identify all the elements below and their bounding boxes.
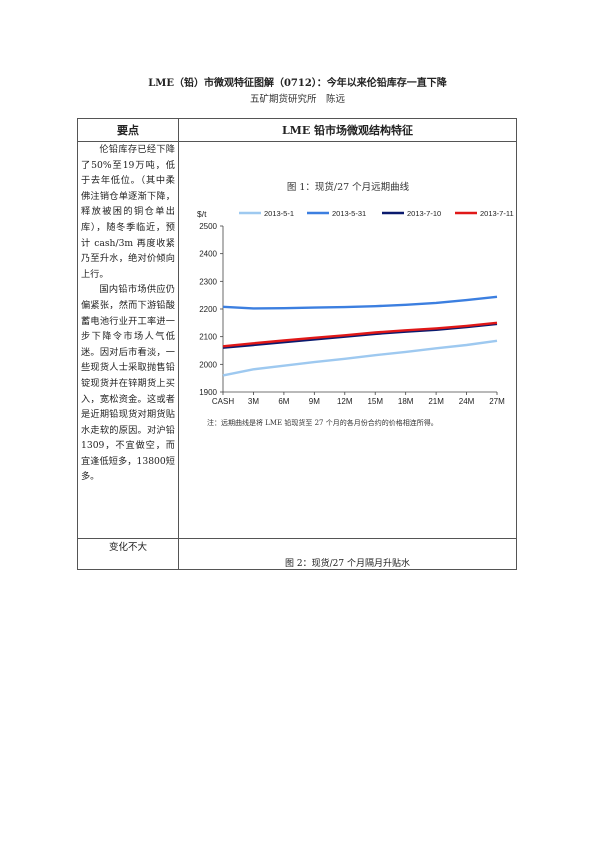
series-line-2013-5-1 [222, 339, 498, 377]
x-tick-label: 3M [248, 397, 259, 406]
chart-note: 注：远期曲线是将 LME 铅现货至 27 个月的各月份合约的价格相连所得。 [207, 419, 438, 427]
y-tick-label: 2300 [199, 277, 217, 286]
x-tick-label: 12M [337, 397, 353, 406]
key-point-paragraph: 国内铅市场供应仍偏紧张，然而下游铅酸蓄电池行业开工率进一步下降令市场人气低迷。因… [81, 284, 175, 483]
x-tick-label: 24M [459, 397, 475, 406]
chart-cell: 图 1：现货/27 个月远期曲线 $/t 2013-5-1 2013-5-31 2013… [178, 141, 517, 539]
chart-title: 图 1：现货/27 个月远期曲线 [287, 181, 410, 193]
x-tick-label: 9M [309, 397, 320, 406]
x-tick-label: 21M [428, 397, 444, 406]
series-line-2013-5-31 [222, 295, 498, 310]
fig2-caption: 图 2：现货/27 个月隔月升贴水 [285, 559, 410, 569]
y-tick-label: 2200 [199, 305, 217, 314]
page-title: LME（铅）市微观特征图解（0712）：今年以来伦铅库存一直下降 [148, 78, 447, 89]
x-tick-label: 27M [489, 397, 505, 406]
header-microstructure: LME 铅市场微观结构特征 [178, 118, 517, 142]
y-tick-label: 2000 [199, 360, 217, 369]
key-points-cell: 伦铅库存已经下降了50%至19万吨，低于去年低位。（其中柔佛注销仓单逐渐下降，释… [77, 141, 179, 539]
fig2-cell: 图 2：现货/27 个月隔月升贴水 [178, 538, 517, 570]
y-tick-label: 2100 [199, 333, 217, 342]
x-tick-label: 18M [398, 397, 414, 406]
author-line: 五矿期货研究所 陈远 [249, 94, 345, 105]
x-tick-label: 6M [278, 397, 289, 406]
change-label: 变化不大 [77, 538, 179, 570]
y-tick-label: 2400 [199, 250, 217, 259]
legend-label: 2013-7-10 [407, 209, 441, 218]
key-point-paragraph: 伦铅库存已经下降了50%至19万吨，低于去年低位。（其中柔佛注销仓单逐渐下降，释… [81, 144, 175, 280]
forward-curve-chart: 图 1：现货/27 个月远期曲线 $/t 2013-5-1 2013-5-31 2013… [197, 181, 514, 406]
x-tick-label: CASH [212, 397, 234, 406]
series-line-2013-7-11 [222, 321, 498, 348]
y-tick-label: 2500 [199, 222, 217, 231]
series-line-2013-7-10 [222, 322, 498, 349]
y-axis-label: $/t [197, 209, 207, 219]
legend-label: 2013-7-11 [480, 209, 514, 218]
legend-label: 2013-5-31 [332, 209, 366, 218]
header-key-points: 要点 [77, 118, 179, 142]
legend-label: 2013-5-1 [264, 209, 294, 218]
y-tick-label: 1900 [199, 388, 217, 397]
x-tick-label: 15M [367, 397, 383, 406]
report-table: 要点 LME 铅市场微观结构特征 伦铅库存已经下降了50%至19万吨，低于去年低… [77, 118, 517, 570]
